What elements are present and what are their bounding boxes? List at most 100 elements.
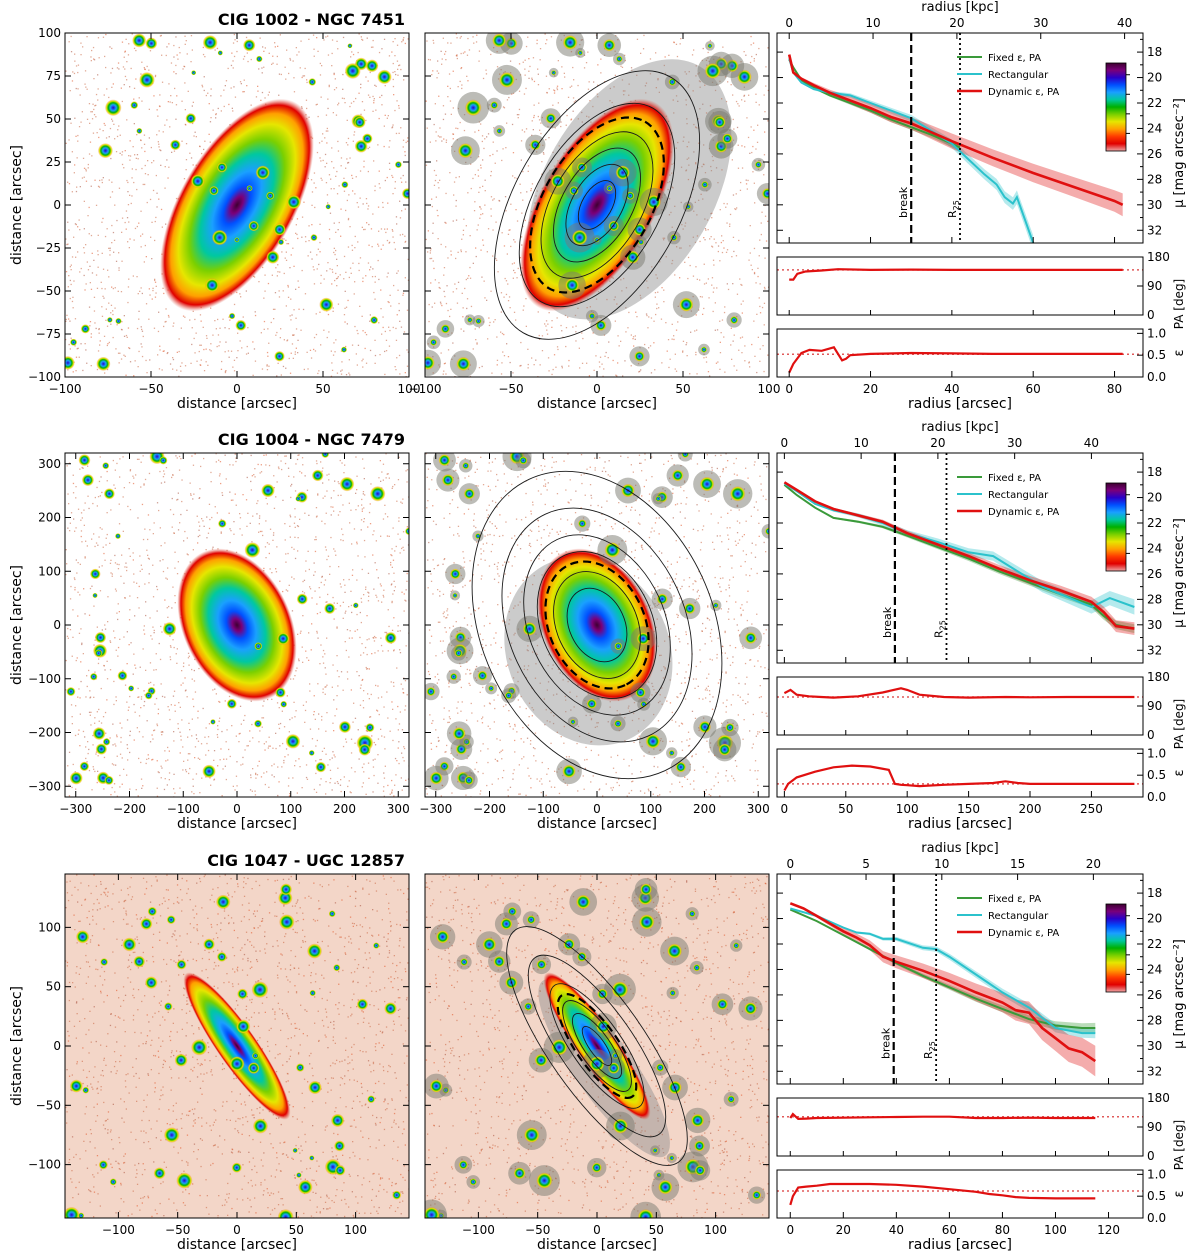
y-tick-label: 24 [1147, 121, 1162, 135]
x-tick-label: 200 [1019, 802, 1042, 816]
star-source [401, 188, 409, 200]
ellipticity-panel: 0.0 0.5 1.0 ε 0 20 40 60 80 100 120 radius [arcsec] [776, 1167, 1187, 1253]
star-source [338, 720, 352, 734]
x-tick-label: 100 [758, 382, 781, 396]
y-tick-label: 28 [1147, 592, 1162, 606]
star-source [589, 1056, 605, 1072]
x-tick-label: 40 [944, 382, 959, 396]
star-source [273, 223, 286, 236]
star-source [761, 188, 769, 200]
y-axis-label: distance [arcsec] [9, 986, 25, 1106]
x-tick-label: 250 [1080, 802, 1103, 816]
legend-label: Dynamic ε, PA [988, 507, 1059, 518]
x-tick-label: −100 [462, 1223, 495, 1237]
star-source [526, 915, 536, 925]
star-source [452, 727, 466, 741]
profile-panels-3: break R25 Fixed ε, PA Rectangular Dynamic ε,… [776, 841, 1187, 1253]
star-source [457, 143, 473, 159]
y-tick-label: 32 [1147, 643, 1162, 657]
star-source [115, 317, 122, 325]
x-axis-label: distance [arcsec] [177, 396, 297, 412]
star-source [79, 761, 90, 772]
galaxy-title: CIG 1002 - NGC 7451 [218, 10, 405, 29]
star-source [666, 943, 683, 959]
y-axis-label: PA [deg] [1172, 1120, 1186, 1170]
x-axis-label: distance [arcsec] [537, 396, 657, 412]
y-tick-label: 200 [38, 511, 61, 525]
star-source [425, 355, 435, 370]
star-source [92, 727, 106, 741]
star-source [117, 670, 128, 681]
star-source [493, 955, 506, 968]
star-source [353, 116, 366, 129]
top-tick-label: 20 [930, 436, 945, 450]
y-tick-label: 1.0 [1147, 1167, 1166, 1181]
star-source [744, 1002, 757, 1015]
star-source [210, 719, 216, 725]
star-source [562, 35, 578, 50]
star-source [698, 720, 712, 734]
star-source [429, 771, 443, 785]
star-source [669, 989, 676, 997]
raw-image-panel-1: −100 −50 0 50 100 −100 −75 −50 −25 0 25 50 75 100 dist… [9, 26, 420, 412]
star-source [255, 165, 271, 180]
isophote-ellipse [540, 131, 654, 279]
legend-label: Fixed ε, PA [988, 53, 1041, 64]
x-axis-label: distance [arcsec] [177, 1237, 297, 1253]
legend: Fixed ε, PA Rectangular Dynamic ε, PA [957, 473, 1059, 518]
star-source [246, 185, 253, 192]
star-source [306, 943, 323, 959]
y-axis-label: μ [mag arcsec⁻²] [1172, 518, 1187, 628]
star-source [203, 938, 215, 951]
star-source [75, 930, 90, 944]
legend-label: Rectangular [988, 490, 1049, 501]
star-source [466, 316, 473, 323]
x-tick-label: −200 [473, 802, 506, 816]
y-tick-label: 26 [1147, 988, 1162, 1002]
ellipticity-panel: 0.0 0.5 1.0 ε 0 50 100 150 200 250 radius [arcsec] [776, 746, 1187, 832]
star-source [701, 181, 709, 189]
star-source [694, 1140, 706, 1152]
galaxy-title: CIG 1047 - UGC 12857 [207, 851, 405, 870]
image-area [425, 33, 769, 377]
star-source [586, 698, 597, 709]
pa-line [783, 687, 1135, 699]
x-tick-label: 0 [233, 802, 241, 816]
star-source [707, 43, 713, 49]
star-source [754, 161, 762, 169]
raw-image-panel-3: −100 −50 0 50 100 −100 −50 0 50 100 distance [arcs… [9, 873, 410, 1253]
star-source [551, 1039, 568, 1056]
star-source [341, 181, 349, 189]
y-tick-label: −100 [28, 672, 61, 686]
star-source [460, 958, 469, 966]
y-tick-label: 30 [1147, 618, 1162, 632]
x-tick-label: 100 [398, 382, 421, 396]
star-source [176, 1172, 193, 1189]
star-source [296, 1172, 302, 1178]
y-tick-label: 0 [53, 1039, 61, 1053]
star-source [429, 338, 438, 346]
star-source [730, 316, 739, 325]
star-source [191, 70, 197, 76]
isophote-ellipse [501, 507, 693, 743]
star-source [103, 488, 115, 500]
panel-frame [776, 32, 1144, 244]
x-tick-label: 100 [639, 802, 662, 816]
isophote-ellipse [471, 470, 723, 780]
star-source [170, 139, 181, 151]
star-source [462, 462, 470, 470]
eps-line [789, 1182, 1096, 1206]
star-source [588, 312, 596, 320]
position-angle-panel: 0 90 180 PA [deg] [776, 1091, 1186, 1170]
star-source [570, 719, 576, 725]
x-tick-label: 80 [1107, 382, 1122, 396]
star-source [635, 687, 646, 698]
legend-label: Rectangular [988, 911, 1049, 922]
star-source [140, 917, 153, 930]
y-tick-label: 25 [46, 155, 61, 169]
y-tick-label: 180 [1147, 670, 1170, 684]
break-label: break [897, 186, 910, 218]
star-source [319, 297, 334, 312]
star-source [251, 981, 269, 999]
x-tick-label: −200 [113, 802, 146, 816]
